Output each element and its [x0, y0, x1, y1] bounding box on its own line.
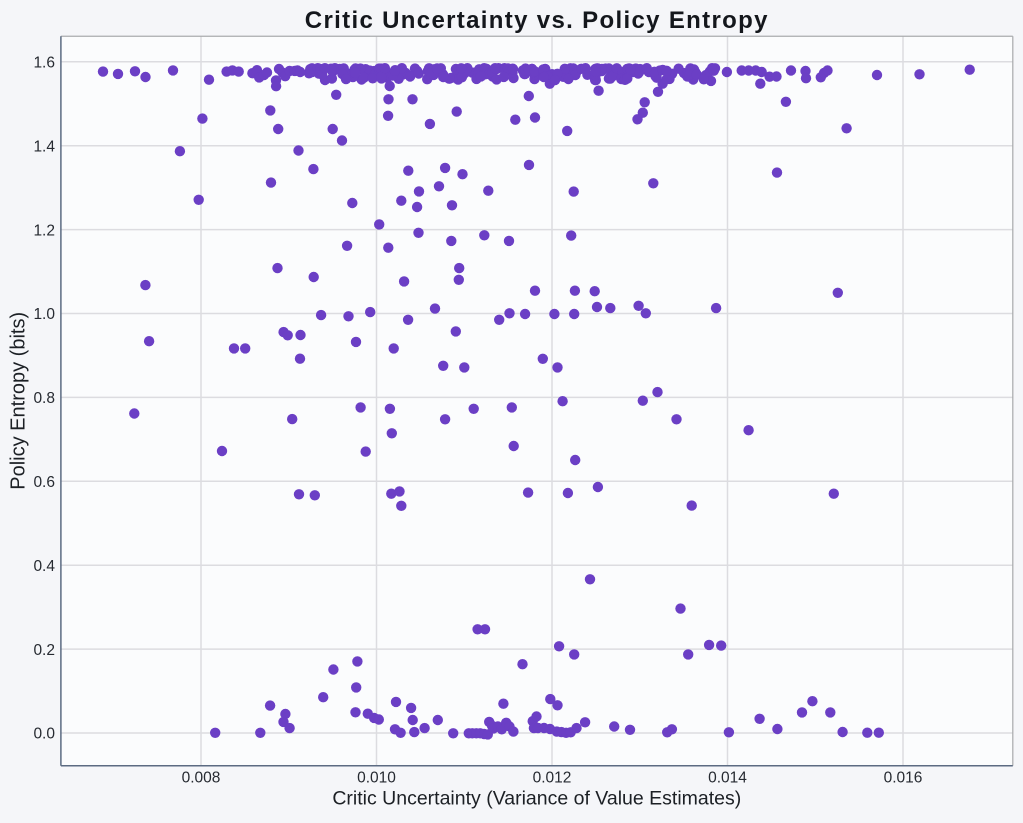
svg-text:0.4: 0.4 [33, 558, 55, 575]
svg-text:0.008: 0.008 [182, 769, 221, 786]
svg-text:0.014: 0.014 [708, 769, 747, 786]
svg-text:1.6: 1.6 [33, 55, 55, 72]
svg-text:Critic Uncertainty (Variance o: Critic Uncertainty (Variance of Value Es… [332, 788, 741, 810]
svg-text:Critic Uncertainty vs. Policy: Critic Uncertainty vs. Policy Entropy [305, 7, 769, 34]
svg-text:0.8: 0.8 [33, 390, 55, 407]
svg-text:Policy Entropy (bits): Policy Entropy (bits) [8, 312, 30, 490]
svg-text:1.0: 1.0 [33, 306, 55, 323]
svg-text:0.0: 0.0 [33, 726, 55, 743]
svg-text:0.010: 0.010 [357, 769, 396, 786]
svg-text:0.6: 0.6 [33, 474, 55, 491]
svg-text:0.016: 0.016 [884, 769, 923, 786]
svg-text:1.4: 1.4 [33, 138, 55, 155]
svg-text:1.2: 1.2 [33, 222, 55, 239]
svg-text:0.2: 0.2 [33, 642, 55, 659]
svg-text:0.012: 0.012 [533, 769, 572, 786]
